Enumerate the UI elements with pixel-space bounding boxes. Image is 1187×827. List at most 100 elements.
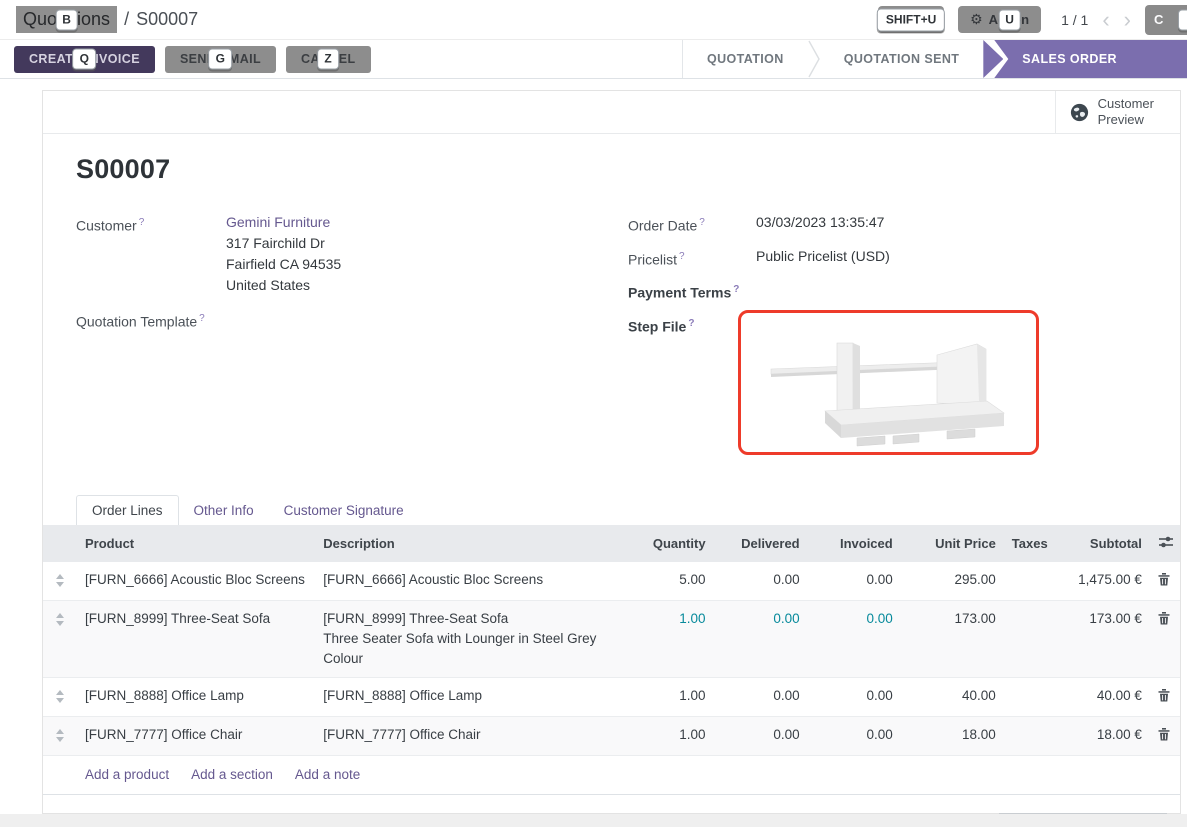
invoiced-cell[interactable]: 0.00 bbox=[807, 677, 901, 717]
unit-price-cell[interactable]: 295.00 bbox=[900, 561, 1004, 601]
record-title: S00007 bbox=[76, 154, 171, 184]
help-icon: ? bbox=[688, 317, 695, 329]
breadcrumb-separator: / bbox=[124, 9, 130, 29]
taxes-cell[interactable] bbox=[1003, 600, 1066, 678]
trash-icon[interactable] bbox=[1158, 611, 1170, 625]
pager-previous-icon[interactable]: ‹ bbox=[1102, 6, 1110, 32]
add-a-note-link[interactable]: Add a note bbox=[294, 766, 361, 782]
breadcrumb-bar: Quotations B / S00007 SHIFT+U ⚙ Action U… bbox=[0, 0, 1187, 40]
description-cell[interactable]: [FURN_7777] Office Chair bbox=[315, 716, 622, 756]
add-links-row: Add a product Add a section Add a note bbox=[43, 755, 1180, 795]
row-drag-handle[interactable] bbox=[43, 600, 78, 678]
payment-terms-label: Payment Terms? bbox=[628, 284, 740, 301]
status-step-sales-order[interactable]: SALES ORDER bbox=[994, 40, 1187, 78]
table-row: [FURN_6666] Acoustic Bloc Screens [FURN_… bbox=[43, 561, 1180, 601]
pager-next-icon[interactable]: › bbox=[1123, 6, 1131, 32]
status-step-quotation[interactable]: QUOTATION bbox=[706, 52, 784, 66]
tab-order-lines[interactable]: Order Lines bbox=[76, 494, 179, 525]
row-drag-handle[interactable] bbox=[43, 716, 78, 756]
quantity-cell[interactable]: 1.00 bbox=[621, 716, 714, 756]
customer-link[interactable]: Gemini Furniture bbox=[226, 214, 331, 230]
status-step-quotation-sent[interactable]: QUOTATION SENT bbox=[843, 52, 960, 66]
globe-icon bbox=[1070, 103, 1088, 121]
tab-other-info[interactable]: Other Info bbox=[193, 502, 254, 518]
field-column-right: Order Date? 03/03/2023 13:35:47 Pricelis… bbox=[628, 212, 1147, 464]
step-file-image[interactable] bbox=[738, 309, 1039, 455]
trash-icon[interactable] bbox=[1158, 572, 1170, 586]
order-lines-table: Product Description Quantity Delivered I… bbox=[43, 524, 1180, 795]
delivered-cell[interactable]: 0.00 bbox=[713, 716, 808, 756]
description-cell[interactable]: [FURN_8999] Three-Seat Sofa Three Seater… bbox=[315, 600, 622, 678]
unit-price-cell[interactable]: 173.00 bbox=[900, 600, 1004, 678]
pricelist-label: Pricelist? bbox=[628, 250, 685, 268]
row-drag-handle[interactable] bbox=[43, 677, 78, 717]
breadcrumb-app-link[interactable]: Quotations B bbox=[16, 6, 118, 33]
unlock-button[interactable]: SHIFT+U bbox=[876, 6, 946, 33]
row-drag-handle[interactable] bbox=[43, 561, 78, 601]
notebook-tabs: Order Lines Other Info Customer Signatur… bbox=[76, 494, 1147, 525]
status-active-group: SALES ORDER bbox=[983, 40, 1187, 78]
quantity-cell[interactable]: 1.00 bbox=[621, 600, 714, 678]
unit-price-cell[interactable]: 40.00 bbox=[900, 677, 1004, 717]
add-a-product-link[interactable]: Add a product bbox=[85, 766, 170, 782]
statusbar: QUOTATION QUOTATION SENT SALES ORDER bbox=[681, 40, 1187, 78]
product-cell[interactable]: [FURN_7777] Office Chair bbox=[77, 716, 316, 756]
delivered-cell[interactable]: 0.00 bbox=[713, 677, 808, 717]
quantity-cell[interactable]: 5.00 bbox=[621, 561, 714, 601]
field-payment-terms: Payment Terms? bbox=[628, 279, 1147, 304]
customer-preview-button[interactable]: Customer Preview bbox=[1054, 91, 1180, 133]
shortcut-badge-cancel: Z bbox=[317, 48, 340, 70]
drag-handle-icon bbox=[53, 689, 67, 703]
invoiced-column-header: Invoiced bbox=[807, 524, 901, 562]
customer-address: 317 Fairchild Dr Fairfield CA 94535 Unit… bbox=[226, 235, 342, 293]
quantity-cell[interactable]: 1.00 bbox=[621, 677, 714, 717]
product-cell[interactable]: [FURN_8999] Three-Seat Sofa bbox=[77, 600, 316, 678]
add-a-section-link[interactable]: Add a section bbox=[191, 766, 273, 782]
form-sheet: Customer Preview S00007 Customer? Gemini… bbox=[42, 90, 1181, 827]
product-cell[interactable]: [FURN_6666] Acoustic Bloc Screens bbox=[77, 561, 316, 601]
field-order-date: Order Date? 03/03/2023 13:35:47 bbox=[628, 212, 1147, 237]
order-date-label: Order Date? bbox=[628, 217, 705, 234]
description-cell[interactable]: [FURN_8888] Office Lamp bbox=[315, 677, 622, 717]
subtotal-cell: 40.00 € bbox=[1065, 677, 1150, 717]
send-email-button[interactable]: SEND EMAIL G bbox=[164, 45, 277, 73]
create-invoice-button[interactable]: CREATE INVOICE Q bbox=[14, 45, 155, 73]
tab-customer-signature[interactable]: Customer Signature bbox=[283, 502, 404, 518]
order-date-value[interactable]: 03/03/2023 13:35:47 bbox=[756, 214, 885, 230]
pricelist-value[interactable]: Public Pricelist (USD) bbox=[756, 247, 890, 264]
breadcrumb: Quotations B / S00007 bbox=[16, 6, 198, 33]
field-pricelist: Pricelist? Public Pricelist (USD) bbox=[628, 246, 1147, 271]
trash-icon[interactable] bbox=[1158, 727, 1170, 741]
handle-column-header bbox=[43, 524, 78, 562]
taxes-cell[interactable] bbox=[1003, 677, 1066, 717]
invoiced-cell[interactable]: 0.00 bbox=[807, 600, 901, 678]
taxes-cell[interactable] bbox=[1003, 561, 1066, 601]
description-cell[interactable]: [FURN_6666] Acoustic Bloc Screens bbox=[315, 561, 622, 601]
bottom-strip bbox=[0, 814, 1187, 827]
shortcut-badge-edge bbox=[1178, 9, 1187, 30]
drag-handle-icon bbox=[53, 573, 67, 587]
invoiced-cell[interactable]: 0.00 bbox=[807, 716, 901, 756]
subtotal-cell: 173.00 € bbox=[1065, 600, 1150, 678]
taxes-cell[interactable] bbox=[1003, 716, 1066, 756]
step-file-3d-render bbox=[770, 342, 1005, 447]
optional-columns-header bbox=[1149, 524, 1180, 562]
product-cell[interactable]: [FURN_8888] Office Lamp bbox=[77, 677, 316, 717]
edge-cutoff-button[interactable]: C bbox=[1145, 4, 1187, 35]
table-header-row: Product Description Quantity Delivered I… bbox=[43, 524, 1180, 562]
drag-handle-icon bbox=[53, 612, 67, 626]
customer-preview-label: Customer Preview bbox=[1097, 96, 1154, 127]
help-icon: ? bbox=[699, 217, 705, 228]
delete-row-cell bbox=[1149, 716, 1180, 756]
subtotal-cell: 1,475.00 € bbox=[1065, 561, 1150, 601]
action-menu-button[interactable]: ⚙ Action U bbox=[958, 6, 1042, 33]
invoiced-cell[interactable]: 0.00 bbox=[807, 561, 901, 601]
unit-price-cell[interactable]: 18.00 bbox=[900, 716, 1004, 756]
delivered-cell[interactable]: 0.00 bbox=[713, 561, 808, 601]
taxes-column-header: Taxes bbox=[1003, 524, 1066, 562]
description-column-header: Description bbox=[315, 524, 622, 562]
trash-icon[interactable] bbox=[1158, 688, 1170, 702]
cancel-button[interactable]: CANCEL Z bbox=[286, 45, 371, 73]
delivered-cell[interactable]: 0.00 bbox=[713, 600, 808, 678]
optional-columns-icon[interactable] bbox=[1158, 535, 1174, 549]
